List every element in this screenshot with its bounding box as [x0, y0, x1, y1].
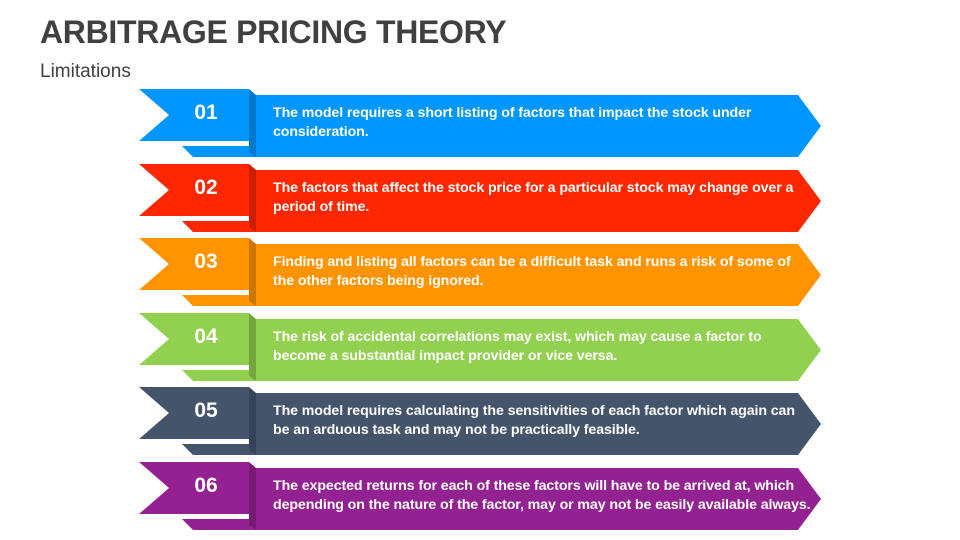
item-text: The factors that affect the stock price …: [273, 179, 794, 215]
limitation-item: 04 The risk of accidental correlations ma…: [0, 312, 960, 387]
limitation-item: 01 The model requires a short listing of …: [0, 89, 960, 163]
page-subtitle: Limitations: [40, 61, 131, 82]
item-text: Finding and listing all factors can be a…: [273, 254, 791, 290]
ribbon-arrow-shape: [139, 387, 821, 456]
ribbon-arrow-shape: [139, 312, 821, 381]
item-text: The model requires calculating the sensi…: [273, 403, 795, 439]
item-number: 03: [194, 250, 218, 274]
item-number: 04: [194, 324, 218, 348]
item-text: The expected returns for each of these f…: [273, 478, 811, 513]
ribbon-arrow-shape: [139, 163, 821, 232]
item-number: 06: [194, 474, 218, 497]
item-text: The risk of accidental correlations may …: [273, 328, 762, 364]
ribbon-arrow-shape: [139, 238, 821, 307]
item-number: 05: [194, 399, 218, 423]
ribbon-arrow-shape: [139, 89, 821, 157]
limitation-item: 05 The model requires calculating the sen…: [0, 387, 960, 461]
limitation-item: 02 The factors that affect the stock pric…: [0, 163, 960, 238]
item-number: 02: [194, 175, 218, 199]
item-text: The model requires a short listing of fa…: [273, 105, 752, 140]
ribbon-arrow-shape: [139, 462, 821, 530]
page-title: ARBITRAGE PRICING THEORY: [40, 14, 507, 50]
limitation-item: 03 Finding and listing all factors can be…: [0, 238, 960, 312]
item-number: 01: [194, 101, 218, 124]
limitation-item: 06 The expected returns for each of these…: [0, 462, 960, 536]
